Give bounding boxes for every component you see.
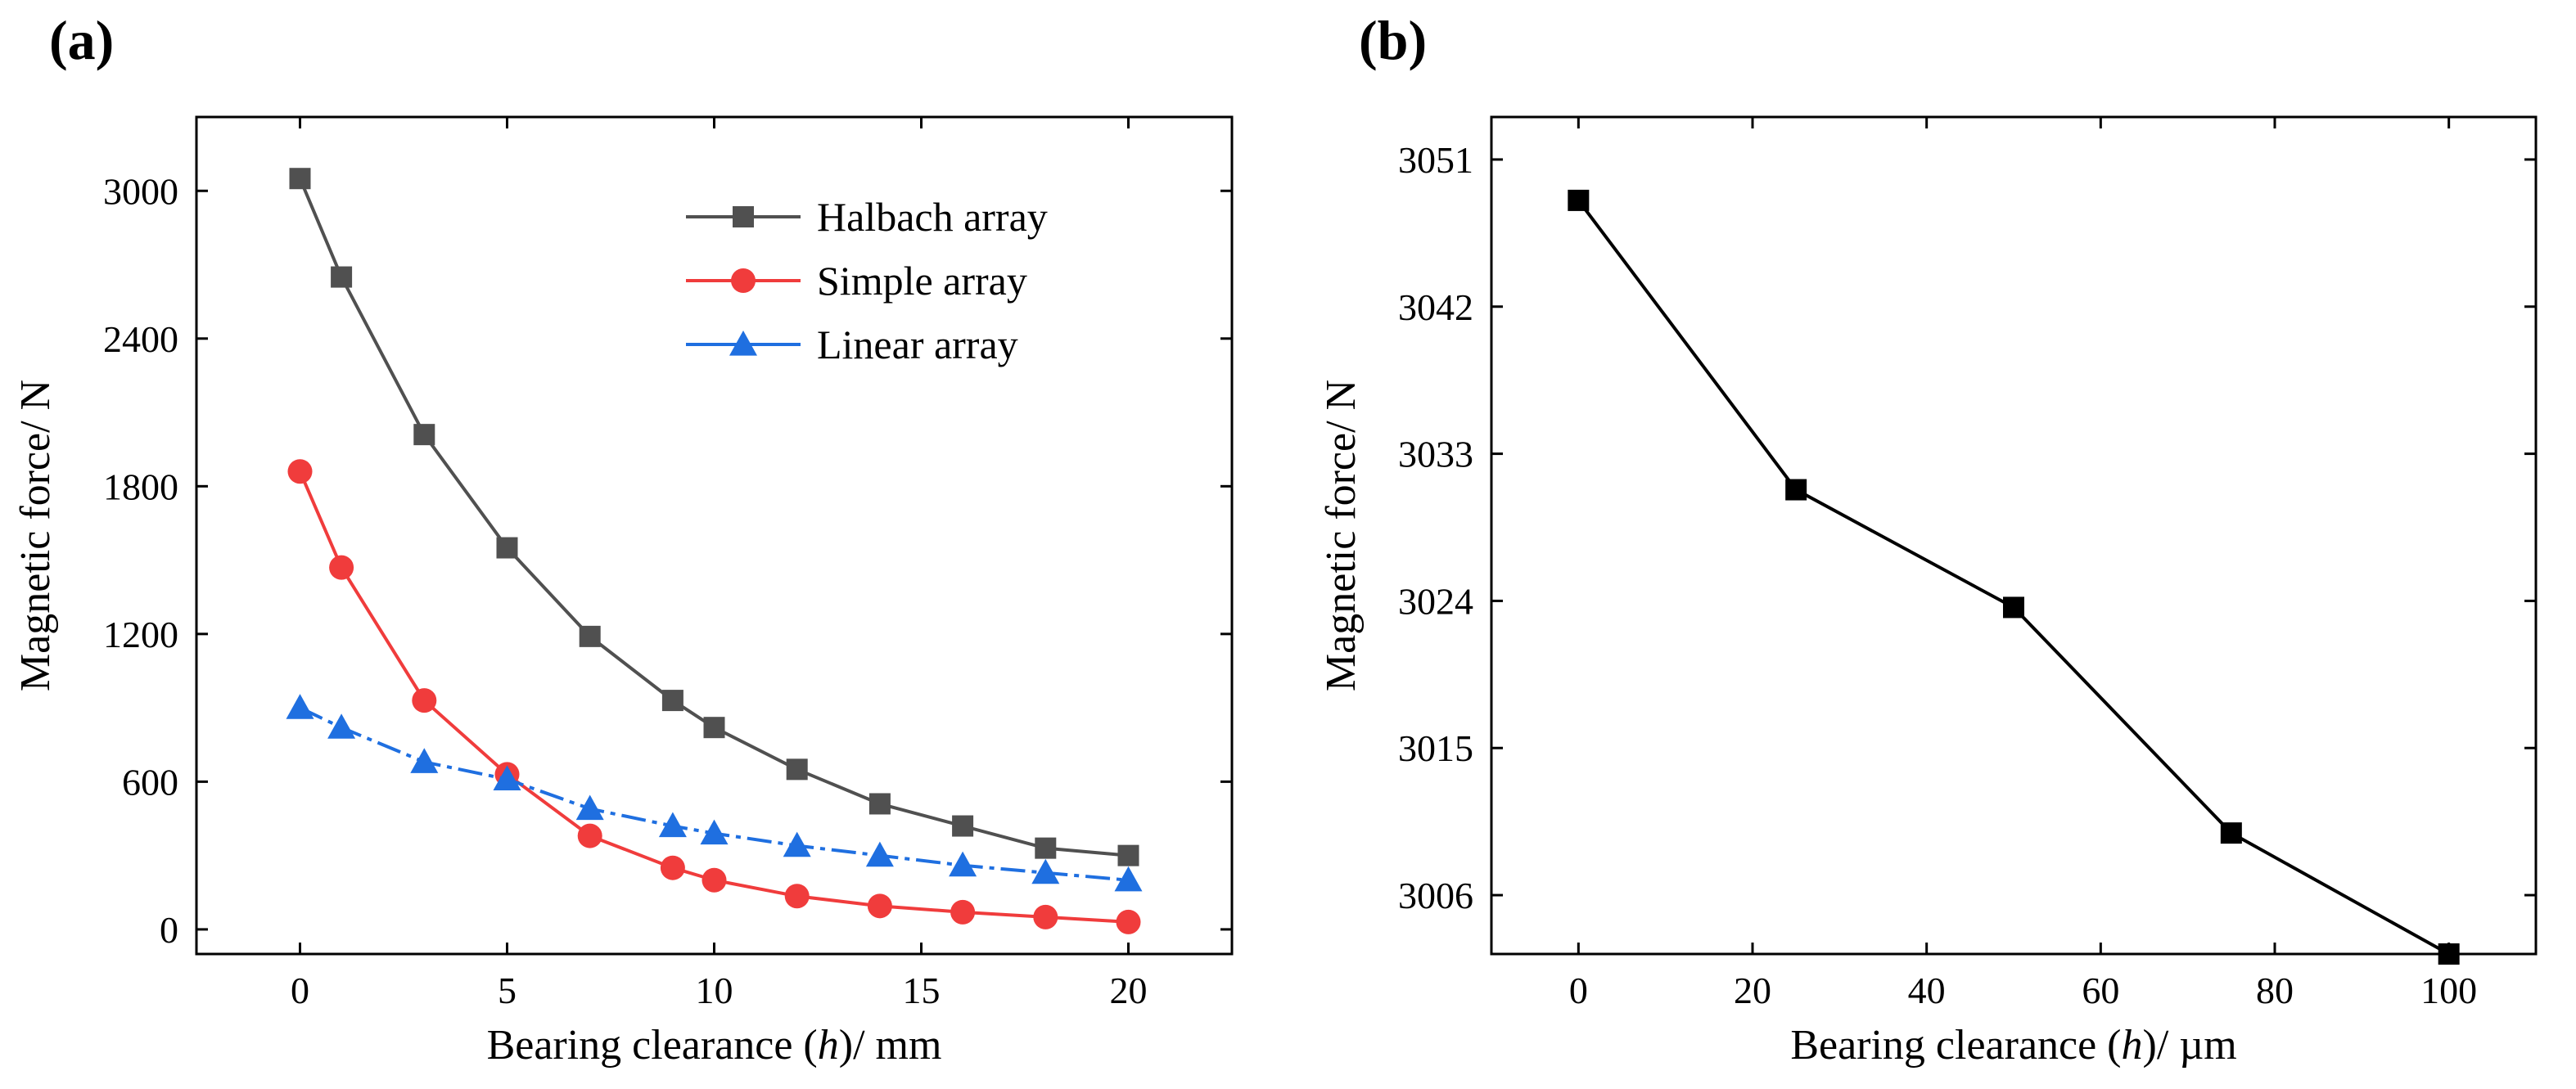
- data-point-simple-array: [867, 893, 892, 919]
- y-tick-label: 1800: [103, 466, 178, 507]
- y-tick-label: 2400: [103, 318, 178, 360]
- x-tick-label: 80: [2256, 970, 2294, 1011]
- data-point-simple-array: [1033, 904, 1058, 929]
- data-point-simple-array: [412, 688, 437, 713]
- data-point-simple-array: [950, 899, 976, 925]
- data-point-magnetic-force: [2003, 596, 2024, 619]
- data-point-simple-array: [577, 823, 602, 848]
- legend-marker: [731, 268, 756, 293]
- data-point-linear-array: [286, 694, 314, 719]
- data-point-halbach-array: [579, 625, 601, 647]
- y-tick-label: 3006: [1398, 875, 1473, 916]
- data-point-linear-array: [700, 819, 729, 845]
- y-tick-label: 3033: [1398, 434, 1473, 475]
- y-tick-label: 1200: [103, 614, 178, 655]
- data-point-linear-array: [1114, 866, 1143, 892]
- legend-label: Simple array: [817, 258, 1027, 304]
- panel-a: (a) 0 5 10 15 20 0 600 1200 1800 2400 3000 Bearing c…: [12, 9, 1234, 1069]
- data-point-linear-array: [949, 851, 977, 877]
- series-line-linear-array: [299, 706, 1129, 882]
- x-tick-label: 20: [1110, 970, 1148, 1011]
- x-tick-label: 0: [1569, 970, 1588, 1011]
- data-point-linear-array: [410, 748, 439, 773]
- data-point-simple-array: [784, 884, 810, 909]
- data-point-halbach-array: [1117, 844, 1139, 866]
- plot-frame: [1490, 115, 2538, 956]
- y-tick-label: 0: [160, 909, 178, 951]
- data-point-linear-array: [493, 765, 521, 790]
- data-point-linear-array: [658, 812, 687, 838]
- data-point-halbach-array: [331, 266, 353, 288]
- data-point-linear-array: [1031, 858, 1060, 884]
- panel-label: (a): [49, 9, 114, 71]
- series-line-halbach-array: [298, 178, 1129, 857]
- x-axis-title: Bearing clearance (h)/ mm: [487, 1022, 942, 1069]
- series-line-simple-array: [298, 470, 1129, 924]
- series-line-magnetic-force: [1577, 199, 2450, 956]
- panel-label: (b): [1359, 9, 1427, 71]
- data-point-halbach-array: [1035, 837, 1057, 859]
- x-tick-label: 20: [1734, 970, 1771, 1011]
- data-point-simple-array: [1116, 909, 1141, 934]
- x-tick-label: 100: [2420, 970, 2477, 1011]
- y-tick-label: 3042: [1398, 286, 1473, 328]
- y-tick-label: 3024: [1398, 580, 1473, 622]
- data-point-simple-array: [702, 867, 727, 893]
- data-point-halbach-array: [703, 717, 725, 739]
- data-point-halbach-array: [952, 815, 974, 837]
- data-point-linear-array: [575, 794, 604, 821]
- legend-label: Halbach array: [817, 194, 1048, 240]
- data-point-magnetic-force: [1785, 479, 1807, 501]
- data-point-halbach-array: [661, 690, 683, 712]
- data-point-halbach-array: [289, 168, 311, 190]
- x-tick-label: 10: [696, 970, 733, 1011]
- x-axis-title: Bearing clearance (h)/ µm: [1790, 1022, 2236, 1069]
- data-point-halbach-array: [496, 537, 518, 559]
- legend-label: Linear array: [817, 322, 1018, 367]
- x-tick-label: 40: [1908, 970, 1946, 1011]
- legend-marker: [729, 331, 757, 356]
- y-tick-label: 3015: [1398, 727, 1473, 769]
- data-point-simple-array: [660, 855, 685, 880]
- y-axis-title: Magnetic force/ N: [12, 380, 59, 691]
- data-point-magnetic-force: [2438, 943, 2460, 965]
- y-tick-label: 600: [122, 761, 178, 803]
- data-point-halbach-array: [786, 758, 808, 781]
- data-point-magnetic-force: [1568, 189, 1590, 211]
- data-point-linear-array: [327, 713, 356, 739]
- data-point-halbach-array: [868, 793, 891, 815]
- y-tick-label: 3000: [103, 170, 178, 212]
- panel-b: (b) 0 20 40 60 80 100 3006 3015 3024 3033 3042 3051 B…: [1318, 9, 2538, 1069]
- data-point-simple-array: [287, 459, 313, 484]
- x-tick-label: 5: [498, 970, 517, 1011]
- data-point-halbach-array: [413, 424, 435, 446]
- data-point-linear-array: [783, 831, 811, 857]
- y-tick-label: 3051: [1398, 139, 1473, 181]
- x-tick-label: 60: [2082, 970, 2119, 1011]
- data-point-magnetic-force: [2220, 822, 2242, 844]
- x-tick-label: 0: [291, 970, 309, 1011]
- data-point-simple-array: [329, 555, 354, 580]
- legend-marker: [733, 206, 754, 227]
- data-point-linear-array: [865, 841, 894, 867]
- y-axis-title: Magnetic force/ N: [1318, 380, 1365, 691]
- x-tick-label: 15: [903, 970, 941, 1011]
